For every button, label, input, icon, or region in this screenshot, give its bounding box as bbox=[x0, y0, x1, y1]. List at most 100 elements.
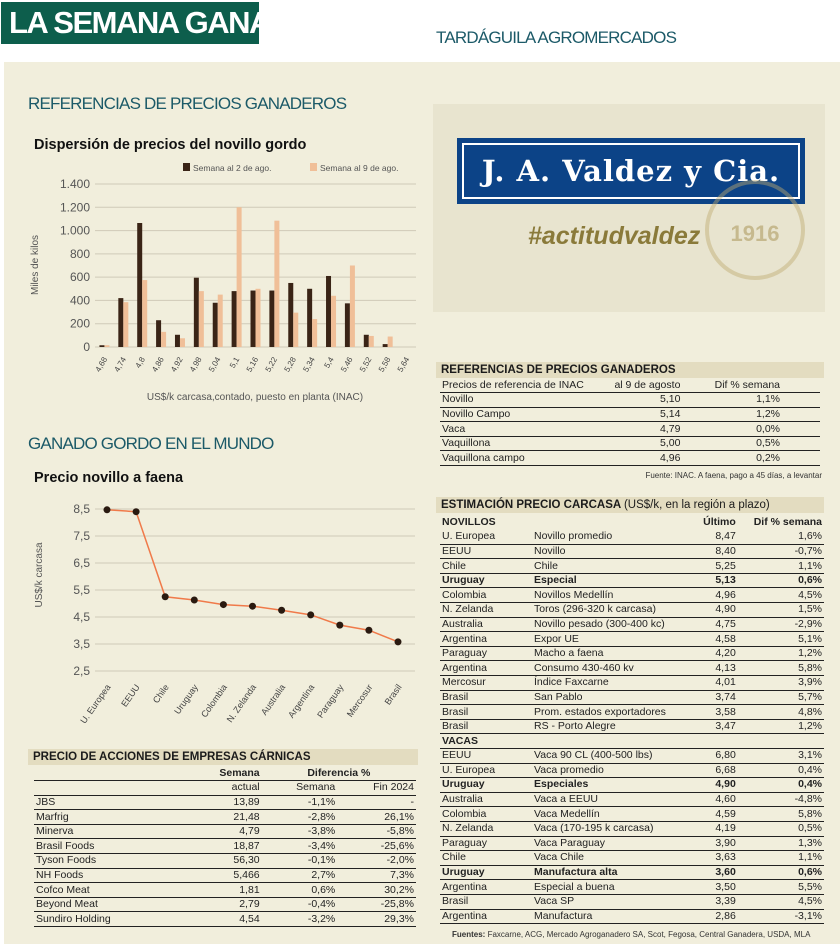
table-cell: Índice Faxcarne bbox=[532, 675, 695, 691]
legend-swatch bbox=[310, 163, 317, 171]
table-cell: Novillos Medellín bbox=[532, 587, 695, 604]
bar bbox=[387, 336, 393, 347]
x-tick-label: 5,4 bbox=[322, 355, 336, 370]
header-row: NOVILLOS Último Dif % semana bbox=[440, 515, 824, 530]
x-tick-label: Mercosur bbox=[345, 682, 375, 718]
y-tick-label: 200 bbox=[70, 317, 90, 331]
table-row: EEUU Novillo 8,40 -0,7% bbox=[440, 544, 824, 560]
y-tick-label: 5,5 bbox=[73, 583, 90, 597]
table-cell: 18,87 bbox=[184, 838, 262, 855]
table-cell: 5,14 bbox=[602, 407, 701, 423]
y-axis-label: US$/k carcasa bbox=[34, 542, 45, 607]
x-tick-label: EEUU bbox=[119, 682, 142, 708]
y-tick-label: 400 bbox=[70, 293, 90, 307]
table-row: Colombia Vaca Medellín 4,59 5,8% bbox=[440, 806, 824, 822]
table-cell: -3,4% bbox=[261, 838, 338, 855]
table-cell: -4,8% bbox=[737, 792, 824, 808]
table-cell: Prom. estados exportadores bbox=[532, 704, 695, 720]
header-cell: Semana bbox=[184, 766, 262, 782]
data-point bbox=[394, 638, 402, 646]
table-cell: Argentina bbox=[440, 879, 532, 895]
stocks-title: PRECIO DE ACCIONES DE EMPRESAS CÁRNICAS bbox=[28, 749, 418, 765]
table-cell: 5,25 bbox=[694, 558, 738, 574]
company-name: Beyond Meat bbox=[34, 897, 184, 913]
x-tick-label: 5,22 bbox=[264, 355, 280, 373]
table-cell: 0,2% bbox=[700, 450, 820, 467]
inac-table: Precios de referencia de INAC al 9 de ago… bbox=[440, 378, 820, 467]
table-cell: 3,63 bbox=[694, 850, 738, 866]
bar bbox=[344, 303, 350, 347]
table-cell: 29,3% bbox=[337, 911, 416, 928]
data-point bbox=[132, 508, 140, 516]
table-cell: 1,81 bbox=[184, 882, 262, 898]
table-row: N. Zelanda Vaca (170-195 k carcasa) 4,19 0,… bbox=[440, 821, 824, 837]
table-cell: 3,50 bbox=[694, 879, 738, 895]
table-row: Brasil Prom. estados exportadores 3,58 4,8% bbox=[440, 704, 824, 720]
table-cell: Expor UE bbox=[532, 631, 695, 647]
table-cell: 4,01 bbox=[694, 675, 738, 691]
legend-label: Semana al 2 de ago. bbox=[193, 163, 271, 173]
x-tick-label: 5,64 bbox=[396, 355, 412, 373]
y-tick-label: 0 bbox=[83, 340, 90, 354]
table-row: EEUU Vaca 90 CL (400-500 lbs) 6,80 3,1% bbox=[440, 748, 824, 764]
legend-label: Semana al 9 de ago. bbox=[320, 163, 398, 173]
header-row: actual Semana Fin 2024 bbox=[34, 780, 416, 796]
company-name: JBS bbox=[34, 795, 184, 811]
bar bbox=[250, 290, 256, 347]
table-cell: Paraguay bbox=[440, 836, 532, 852]
x-tick-label: U. Europea bbox=[78, 682, 112, 725]
table-cell: 4,5% bbox=[737, 894, 824, 910]
x-tick-label: 4,68 bbox=[94, 355, 110, 373]
table-cell: -5,8% bbox=[337, 824, 416, 840]
table-row: Uruguay Manufactura alta 3,60 0,6% bbox=[440, 865, 824, 881]
header-cell: Diferencia % bbox=[261, 766, 416, 782]
carcass-sources: Fuentes: Faxcarne, ACG, Mercado Agrogana… bbox=[452, 930, 810, 939]
company-name: Brasil Foods bbox=[34, 838, 184, 855]
line-chart-title: Precio novillo a faena bbox=[34, 470, 184, 486]
table-cell: 4,90 bbox=[694, 602, 738, 618]
table-cell: 4,13 bbox=[694, 660, 738, 677]
x-tick-label: 5,04 bbox=[207, 355, 223, 373]
table-cell: 4,79 bbox=[602, 421, 701, 437]
data-point bbox=[219, 601, 227, 609]
table-row: Mercosur Índice Faxcarne 4,01 3,9% bbox=[440, 675, 824, 691]
bar bbox=[349, 265, 355, 347]
table-cell: 3,9% bbox=[737, 675, 824, 691]
table-cell: Uruguay bbox=[440, 573, 532, 589]
table-cell: Manufactura alta bbox=[532, 865, 695, 881]
company-name: Minerva bbox=[34, 824, 184, 840]
y-tick-label: 1.400 bbox=[60, 177, 90, 191]
table-cell: Macho a faena bbox=[532, 646, 695, 662]
table-cell: 1,2% bbox=[737, 719, 824, 735]
table-cell: -2,8% bbox=[261, 809, 338, 825]
x-tick-label: 5,1 bbox=[228, 355, 242, 370]
table-cell: EEUU bbox=[440, 544, 532, 560]
table-cell: 6,68 bbox=[694, 763, 738, 779]
table-cell: Chile bbox=[532, 558, 695, 574]
table-cell: 4,90 bbox=[694, 777, 738, 793]
table-cell: 4,58 bbox=[694, 631, 738, 647]
advertisement[interactable]: J. A. Valdez y Cia. 1916 #actitudvaldez bbox=[433, 104, 825, 312]
table-cell: Consumo 430-460 kv bbox=[532, 660, 695, 677]
table-row: Chile Vaca Chile 3,63 1,1% bbox=[440, 850, 824, 866]
table-row: Vaquillona 5,00 0,5% bbox=[440, 436, 820, 452]
table-cell: -25,8% bbox=[337, 897, 416, 913]
table-cell: -3,1% bbox=[737, 909, 824, 925]
y-tick-label: 8,5 bbox=[73, 502, 90, 516]
table-cell: Novillo bbox=[532, 544, 695, 560]
header-cell: Precios de referencia de INAC bbox=[440, 378, 603, 394]
company-name: Marfrig bbox=[34, 809, 184, 825]
header-cell bbox=[532, 515, 694, 530]
legend-swatch bbox=[183, 163, 190, 171]
data-point bbox=[190, 596, 198, 604]
table-row: Brasil RS - Porto Alegre 3,47 1,2% bbox=[440, 719, 824, 735]
header-cell: Fin 2024 bbox=[337, 780, 416, 796]
table-cell: Vaca Paraguay bbox=[532, 836, 695, 852]
company-name: Tyson Foods bbox=[34, 853, 184, 869]
table-cell: 1,1% bbox=[737, 850, 824, 866]
masthead-subtitle: TARDÁGUILA AGROMERCADOS bbox=[436, 28, 677, 47]
table-cell: 2,86 bbox=[694, 909, 738, 925]
x-tick-label: 5,58 bbox=[377, 355, 393, 373]
table-cell: -0,7% bbox=[737, 544, 824, 560]
